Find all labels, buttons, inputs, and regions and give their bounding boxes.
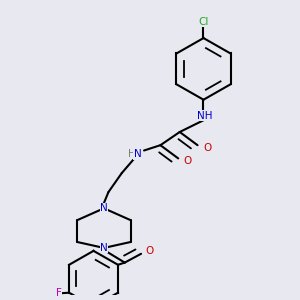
Text: N: N bbox=[134, 149, 141, 159]
Text: O: O bbox=[184, 156, 192, 166]
Text: Cl: Cl bbox=[198, 17, 209, 27]
Text: NH: NH bbox=[197, 111, 213, 121]
Text: H: H bbox=[128, 149, 135, 159]
Text: O: O bbox=[145, 246, 154, 256]
Text: N: N bbox=[100, 243, 108, 253]
Text: F: F bbox=[56, 288, 61, 298]
Text: O: O bbox=[203, 143, 211, 153]
Text: N: N bbox=[100, 203, 108, 213]
